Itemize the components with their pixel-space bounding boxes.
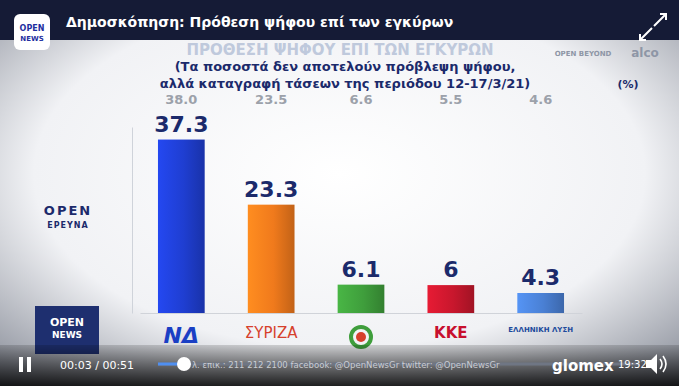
- bar: [248, 205, 295, 313]
- chart-subtitle: (Τα ποσοστά δεν αποτελούν πρόβλεψη ψήφου…: [175, 59, 516, 74]
- x-tick: ΝΔ: [164, 313, 199, 348]
- partner-logo: alco: [631, 46, 659, 60]
- bar: [517, 293, 564, 313]
- expand-icon[interactable]: [640, 14, 666, 40]
- bar: [158, 140, 205, 313]
- progress-knob[interactable]: [177, 357, 191, 371]
- party-logo: [351, 327, 371, 347]
- x-tick: ΣΥΡΙΖΑ: [245, 313, 298, 342]
- pause-bar: [27, 357, 31, 372]
- y-axis-line: [132, 128, 133, 314]
- header-logo: NEWS: [20, 35, 43, 43]
- control-bar: [0, 345, 679, 386]
- data-label: 6.1: [342, 257, 381, 282]
- chart-root: ΝΔ ΣΥΡΙΖΑ ΚΚΕ ΕΛΛΗΝΙΚΗ ΛΥΣΗ 37.3 23.3 6.1 6 4.3 3…: [0, 0, 679, 386]
- previous-value-label: 23.5: [255, 92, 287, 107]
- previous-value-label: 4.6: [529, 92, 552, 107]
- x-axis-line: [141, 313, 583, 314]
- x-tick: ΚΚΕ: [434, 313, 468, 342]
- channel-logo: OPEN: [50, 316, 84, 329]
- partner-logo: OPEN BEYOND: [555, 50, 612, 58]
- channel-logo: NEWS: [52, 330, 82, 340]
- volume-wave: [660, 356, 666, 372]
- clock: 19:32: [618, 359, 647, 370]
- header-logo-box: [14, 14, 50, 50]
- chart-subtitle: αλλά καταγραφή τάσεων της περιόδου 12-17…: [160, 76, 530, 91]
- x-tick-label: ΚΚΕ: [434, 324, 468, 342]
- data-label: 37.3: [154, 112, 208, 137]
- player-brand: glomex: [552, 357, 614, 375]
- data-label: 6: [443, 257, 458, 282]
- x-tick-label: ΕΛΛΗΝΙΚΗ ΛΥΣΗ: [508, 326, 573, 334]
- bar: [427, 285, 474, 313]
- y-axis: [132, 128, 133, 314]
- volume-button[interactable]: [646, 354, 666, 374]
- data-label: 4.3: [521, 265, 560, 290]
- data-label: 23.3: [244, 177, 298, 202]
- chart-svg: ΝΔ ΣΥΡΙΖΑ ΚΚΕ ΕΛΛΗΝΙΚΗ ΛΥΣΗ 37.3 23.3 6.1 6 4.3 3…: [0, 0, 679, 386]
- header-bar: [0, 0, 679, 40]
- volume-icon: [646, 354, 657, 374]
- chart-title: ΠΡΟΘΕΣΗ ΨΗΦΟΥ ΕΠΙ ΤΩΝ ΕΓΚΥΡΩΝ: [186, 41, 493, 59]
- plot-area: [158, 140, 564, 313]
- research-logo: OPEN: [44, 203, 92, 218]
- party-logo: [356, 332, 366, 342]
- ticker: λ. επικ.: 211 212 2100 facebook: @OpenNe…: [192, 360, 500, 370]
- header-title: Δημοσκόπηση: Πρόθεση ψήφου επί των εγκύρ…: [66, 14, 453, 30]
- bar: [338, 285, 385, 313]
- pause-button[interactable]: [19, 357, 31, 372]
- x-tick-label: ΝΔ: [164, 323, 199, 348]
- previous-value-label: 6.6: [349, 92, 372, 107]
- unit-label: (%): [617, 78, 638, 91]
- x-tick: ΕΛΛΗΝΙΚΗ ΛΥΣΗ: [508, 313, 573, 334]
- previous-value-label: 38.0: [165, 92, 197, 107]
- x-tick-label: ΣΥΡΙΖΑ: [245, 324, 298, 342]
- background: [0, 0, 679, 386]
- expand-icon-path: [640, 14, 666, 40]
- x-axis: ΝΔ ΣΥΡΙΖΑ ΚΚΕ ΕΛΛΗΝΙΚΗ ΛΥΣΗ: [141, 313, 583, 348]
- header-logo: OPEN: [20, 24, 45, 33]
- time-display: 00:03 / 00:51: [60, 359, 134, 372]
- previous-value-label: 5.5: [439, 92, 462, 107]
- pause-bar: [19, 357, 23, 372]
- research-logo: ΕΡΕΥΝΑ: [47, 221, 88, 230]
